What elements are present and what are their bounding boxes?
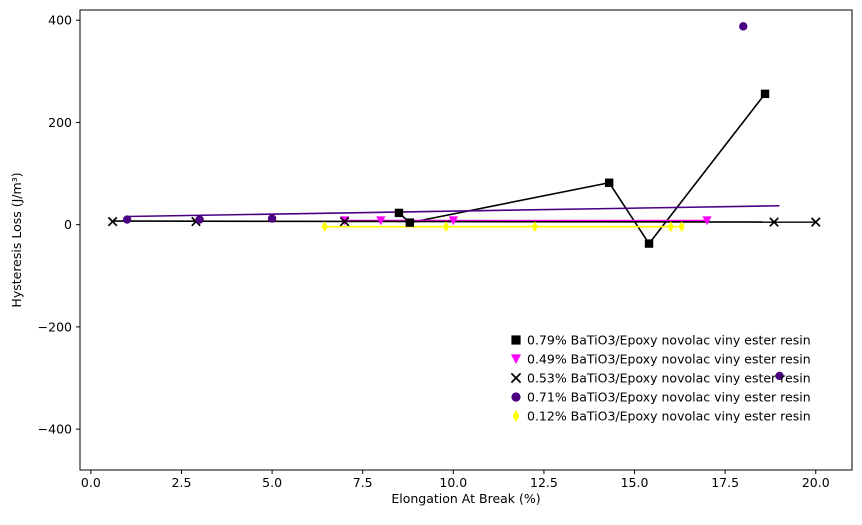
- data-points: [107, 22, 821, 381]
- marker-triangle-down: [510, 354, 522, 365]
- x-axis: 0.0 2.5 5.0 7.5 10.0 12.5 15.0 17.5 20.0: [81, 470, 830, 490]
- x-axis-label: Elongation At Break (%): [391, 491, 540, 506]
- marker-triangle-down: [376, 216, 386, 226]
- legend-label: 0.12% BaTiO3/Epoxy novolac viny ester re…: [527, 409, 811, 424]
- x-tick-label: 5.0: [262, 475, 282, 490]
- marker-square: [760, 89, 770, 99]
- marker-diamond: [667, 221, 674, 233]
- series-line: [127, 204, 780, 218]
- plot-frame: [79, 9, 853, 471]
- marker-x: [107, 216, 118, 227]
- marker-square: [644, 239, 654, 248]
- series-line: [112, 220, 816, 223]
- marker-circle: [122, 215, 132, 224]
- marker-circle: [511, 392, 521, 402]
- legend-label: 0.79% BaTiO3/Epoxy novolac viny ester re…: [527, 333, 811, 348]
- legend-label: 0.71% BaTiO3/Epoxy novolac viny ester re…: [527, 390, 811, 405]
- marker-diamond: [321, 221, 328, 233]
- x-tick-label: 15.0: [621, 475, 649, 490]
- y-tick-label: −400: [38, 422, 72, 437]
- x-tick-label: 20.0: [802, 475, 830, 490]
- y-tick-label: 0: [64, 217, 72, 232]
- marker-square: [405, 218, 415, 227]
- y-axis: −400 −200 0 200 400: [38, 13, 80, 437]
- marker-triangle-down: [702, 216, 712, 226]
- marker-x-stroke: [510, 372, 522, 384]
- x-tick-label: 10.0: [439, 475, 467, 490]
- marker-x: [339, 216, 350, 227]
- marker-x-stroke: [107, 216, 118, 227]
- marker-x: [810, 217, 821, 227]
- marker-diamond: [512, 410, 520, 422]
- marker-circle: [775, 371, 784, 381]
- marker-x: [769, 217, 779, 227]
- marker-x-stroke: [339, 216, 350, 227]
- x-tick-label: 12.5: [530, 475, 558, 490]
- legend-label: 0.49% BaTiO3/Epoxy novolac viny ester re…: [527, 352, 811, 367]
- y-tick-label: −200: [38, 319, 72, 334]
- legend: 0.79% BaTiO3/Epoxy novolac viny ester re…: [510, 333, 811, 424]
- y-axis-label: Hysteresis Loss (J/m³): [9, 172, 24, 307]
- legend-label: 0.53% BaTiO3/Epoxy novolac viny ester re…: [527, 371, 811, 386]
- marker-circle: [267, 214, 277, 223]
- marker-circle: [195, 215, 204, 224]
- marker-x: [510, 372, 522, 384]
- marker-diamond: [442, 221, 450, 233]
- marker-square: [604, 178, 614, 187]
- marker-x-stroke: [769, 217, 779, 227]
- marker-circle: [739, 22, 748, 31]
- y-tick-label: 200: [48, 115, 72, 130]
- marker-triangle-down: [448, 216, 458, 226]
- y-tick-label: 400: [48, 13, 72, 28]
- marker-diamond: [531, 221, 539, 233]
- series-lines: [112, 93, 816, 245]
- x-tick-label: 2.5: [172, 475, 192, 490]
- x-tick-label: 7.5: [353, 475, 373, 490]
- x-tick-label: 17.5: [711, 475, 739, 490]
- marker-diamond: [678, 221, 685, 233]
- marker-square: [394, 208, 404, 218]
- marker-square: [511, 335, 521, 345]
- marker-x-stroke: [810, 217, 821, 227]
- x-tick-label: 0.0: [81, 475, 101, 490]
